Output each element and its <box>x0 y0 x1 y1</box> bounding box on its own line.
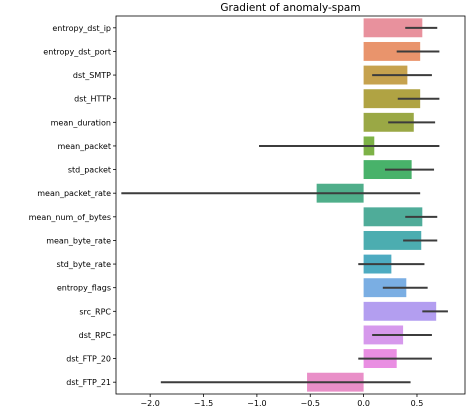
x-tick-label: 0.5 <box>411 399 424 408</box>
x-tick-label: −1.0 <box>247 399 266 408</box>
bars-layer <box>307 18 437 392</box>
bar-dst_HTTP <box>363 89 421 109</box>
y-tick-label-dst_SMTP: dst_SMTP <box>73 71 111 80</box>
y-tick-label-mean_num_of_bytes: mean_num_of_bytes <box>29 213 111 222</box>
y-tick-label-mean_duration: mean_duration <box>51 118 111 127</box>
y-tick-label-mean_packet_rate: mean_packet_rate <box>37 189 111 198</box>
x-tick-label: −0.5 <box>301 399 320 408</box>
y-tick-label-dst_HTTP: dst_HTTP <box>74 95 111 104</box>
x-tick-label: −2.0 <box>140 399 159 408</box>
x-tick-label: −1.5 <box>194 399 213 408</box>
bar-entropy_dst_port <box>363 41 421 61</box>
y-tick-label-mean_byte_rate: mean_byte_rate <box>46 236 111 245</box>
bar-mean_num_of_bytes <box>363 207 423 227</box>
y-tick-label-dst_RPC: dst_RPC <box>79 331 112 340</box>
y-tick-label-std_packet: std_packet <box>68 166 111 175</box>
y-tick-label-entropy_flags: entropy_flags <box>57 284 111 293</box>
y-tick-label-dst_FTP_21: dst_FTP_21 <box>66 378 111 387</box>
y-tick-label-std_byte_rate: std_byte_rate <box>56 260 111 269</box>
plot-frame <box>115 15 466 395</box>
y-tick-label-entropy_dst_port: entropy_dst_port <box>43 47 111 56</box>
bar-src_RPC <box>363 301 437 321</box>
y-tick-label-entropy_dst_ip: entropy_dst_ip <box>52 24 111 33</box>
chart-title: Gradient of anomaly-spam <box>220 2 360 14</box>
bar-mean_byte_rate <box>363 230 422 250</box>
error-bars-layer <box>121 26 448 384</box>
x-tick-label: 0.0 <box>357 399 370 408</box>
y-tick-label-src_RPC: src_RPC <box>79 307 111 316</box>
y-axis: entropy_dst_ip entropy_dst_port dst_SMTPds… <box>29 24 116 387</box>
y-tick-label-dst_FTP_20: dst_FTP_20 <box>66 355 111 364</box>
bar-entropy_dst_ip <box>363 18 423 38</box>
y-tick-label-mean_packet: mean_packet <box>58 142 111 151</box>
x-axis: −2.0 −1.5 −1.0 −0.5 0.0 0.5 <box>140 394 423 408</box>
